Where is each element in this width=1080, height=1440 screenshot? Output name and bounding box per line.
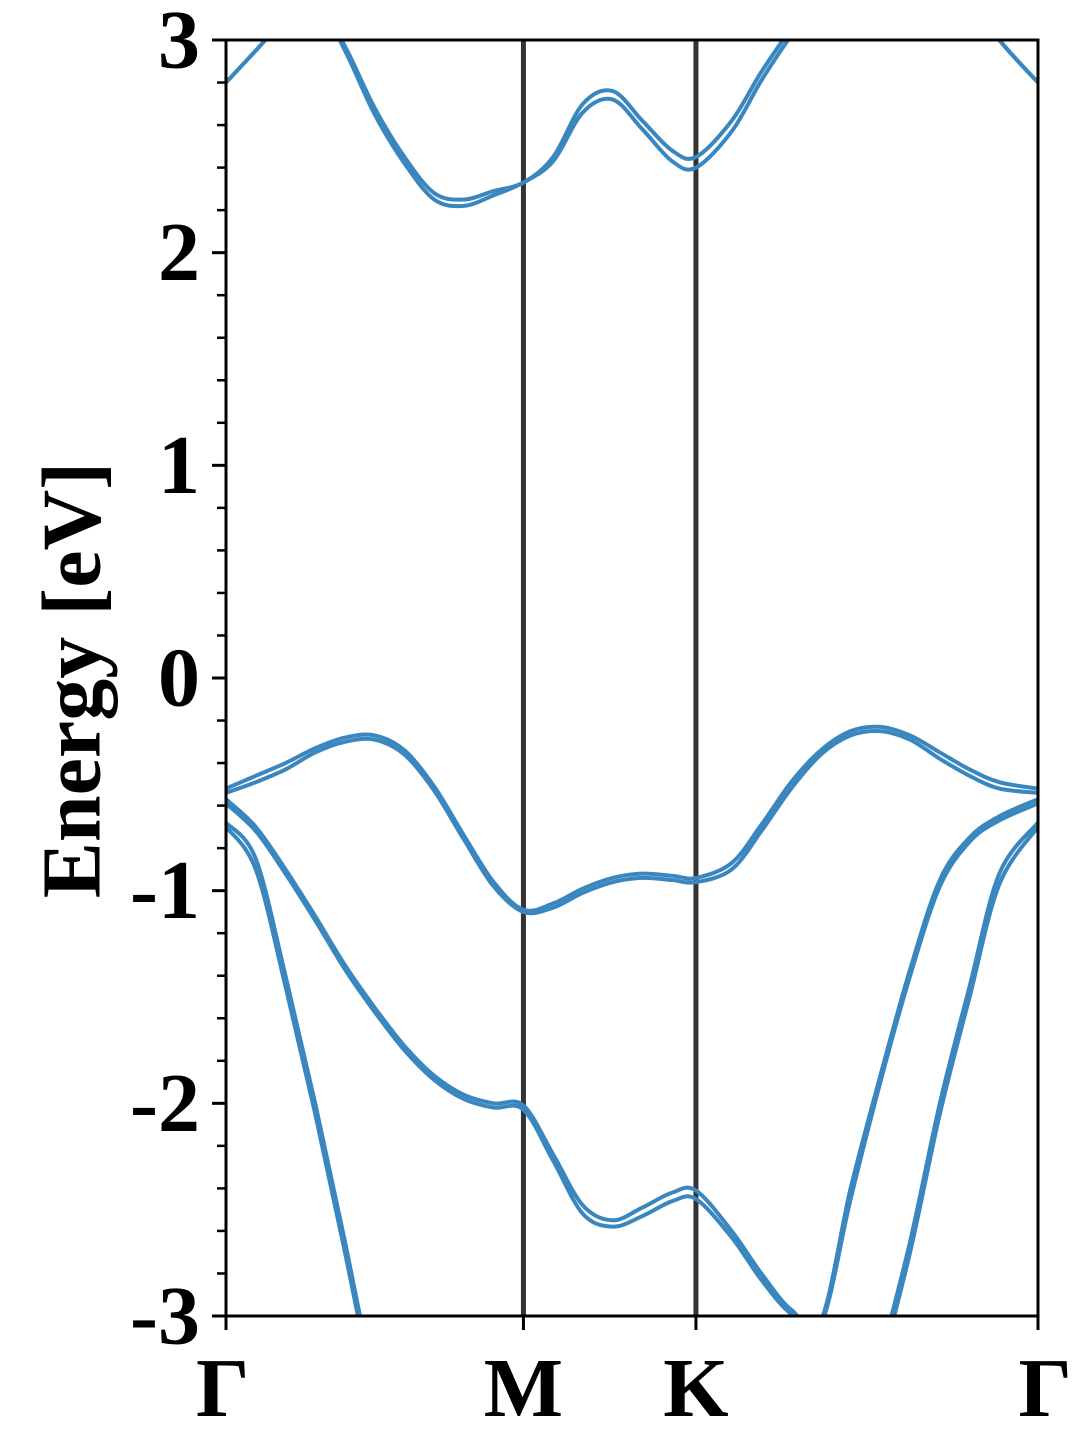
y-tick-label: 0 bbox=[158, 632, 200, 725]
band-line bbox=[226, 825, 360, 1316]
band-line bbox=[892, 825, 1038, 1316]
plot-frame bbox=[224, 38, 1040, 1318]
y-tick-label: -1 bbox=[130, 844, 200, 937]
y-tick-label: 3 bbox=[158, 0, 200, 87]
y-axis-label: Energy [eV] bbox=[25, 462, 118, 898]
band-line bbox=[226, 728, 1038, 916]
y-tick-label: 2 bbox=[158, 206, 200, 299]
y-tick-label: -3 bbox=[130, 1270, 200, 1363]
band-line bbox=[226, 40, 1038, 209]
y-tick-label: 1 bbox=[158, 419, 200, 512]
band-line bbox=[226, 724, 1038, 913]
plot-lines bbox=[226, 40, 1038, 1316]
x-tick-label: Γ bbox=[1019, 1342, 1072, 1435]
x-tick-label: Γ bbox=[196, 1342, 249, 1435]
band-line bbox=[226, 801, 1038, 1316]
x-tick-label: K bbox=[663, 1342, 728, 1435]
y-tick-label: -2 bbox=[130, 1057, 200, 1150]
band-line bbox=[889, 821, 1038, 1316]
band-line bbox=[226, 821, 363, 1316]
x-tick-label: M bbox=[484, 1342, 563, 1435]
band-line bbox=[226, 40, 1038, 202]
